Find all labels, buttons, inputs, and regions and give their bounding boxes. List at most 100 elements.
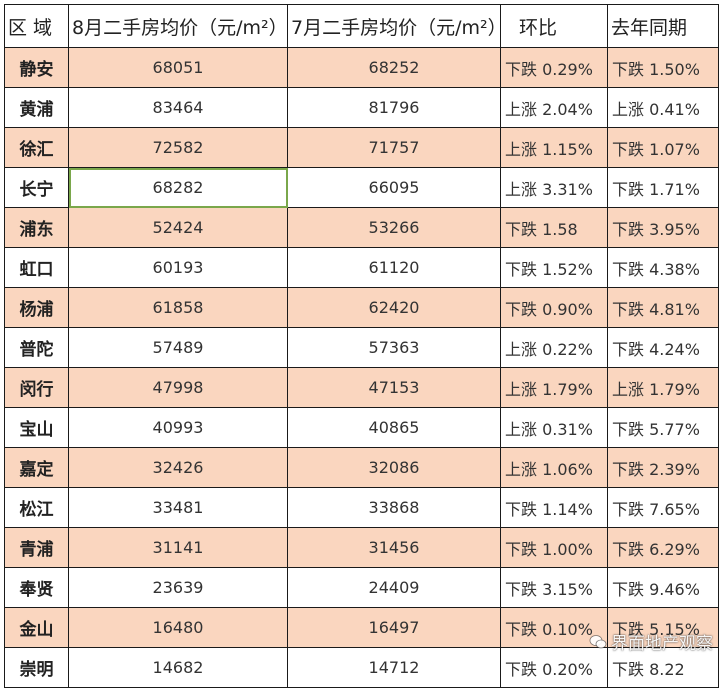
year-on-year-cell[interactable]: 下跌 4.38% (607, 247, 719, 288)
table-row: 闵行 47998 47153 上涨 1.79% 上涨 1.79% (4, 367, 719, 408)
header-month-on-month[interactable]: 环比 (500, 4, 608, 48)
year-on-year-cell[interactable]: 下跌 5.15% (607, 607, 719, 648)
header-august-price[interactable]: 8月二手房均价（元/m²） (68, 4, 288, 48)
month-on-month-cell[interactable]: 下跌 1.00% (500, 527, 608, 568)
year-on-year-cell[interactable]: 下跌 4.81% (607, 287, 719, 328)
month-on-month-cell[interactable]: 上涨 0.31% (500, 407, 608, 448)
july-price-cell[interactable]: 31456 (287, 527, 501, 568)
header-district[interactable]: 区 域 (4, 4, 69, 48)
month-on-month-cell[interactable]: 上涨 1.79% (500, 367, 608, 408)
month-on-month-cell[interactable]: 上涨 2.04% (500, 87, 608, 128)
month-on-month-cell[interactable]: 下跌 0.29% (500, 47, 608, 88)
july-price-cell[interactable]: 14712 (287, 647, 501, 688)
table-row: 青浦 31141 31456 下跌 1.00% 下跌 6.29% (4, 527, 719, 568)
district-cell[interactable]: 普陀 (4, 327, 69, 368)
header-july-price[interactable]: 7月二手房均价（元/m²） (287, 4, 501, 48)
table-row: 长宁 68282 66095 上涨 3.31% 下跌 1.71% (4, 167, 719, 208)
year-on-year-cell[interactable]: 上涨 1.79% (607, 367, 719, 408)
august-price-cell[interactable]: 16480 (68, 607, 288, 648)
august-price-cell[interactable]: 57489 (68, 327, 288, 368)
july-price-cell[interactable]: 66095 (287, 167, 501, 208)
year-on-year-cell[interactable]: 上涨 0.41% (607, 87, 719, 128)
august-price-cell[interactable]: 83464 (68, 87, 288, 128)
wechat-icon (589, 634, 607, 648)
district-cell[interactable]: 杨浦 (4, 287, 69, 328)
august-price-cell[interactable]: 47998 (68, 367, 288, 408)
july-price-cell[interactable]: 24409 (287, 567, 501, 608)
year-on-year-cell[interactable]: 下跌 1.71% (607, 167, 719, 208)
august-price-cell[interactable]: 33481 (68, 487, 288, 528)
month-on-month-cell[interactable]: 下跌 0.10% (500, 607, 608, 648)
year-on-year-cell[interactable]: 下跌 6.29% (607, 527, 719, 568)
august-price-cell[interactable]: 14682 (68, 647, 288, 688)
month-on-month-cell[interactable]: 下跌 1.14% (500, 487, 608, 528)
table-row: 徐汇 72582 71757 上涨 1.15% 下跌 1.07% (4, 127, 719, 168)
july-price-cell[interactable]: 81796 (287, 87, 501, 128)
table-row: 嘉定 32426 32086 上涨 1.06% 下跌 2.39% (4, 447, 719, 488)
month-on-month-cell[interactable]: 下跌 3.15% (500, 567, 608, 608)
august-price-cell[interactable]: 72582 (68, 127, 288, 168)
year-on-year-cell[interactable]: 下跌 1.50% (607, 47, 719, 88)
district-cell[interactable]: 虹口 (4, 247, 69, 288)
month-on-month-cell[interactable]: 上涨 3.31% (500, 167, 608, 208)
august-price-cell[interactable]: 32426 (68, 447, 288, 488)
district-cell[interactable]: 长宁 (4, 167, 69, 208)
july-price-cell[interactable]: 16497 (287, 607, 501, 648)
table-row: 虹口 60193 61120 下跌 1.52% 下跌 4.38% (4, 247, 719, 288)
table-row: 松江 33481 33868 下跌 1.14% 下跌 7.65% (4, 487, 719, 528)
month-on-month-cell[interactable]: 上涨 0.22% (500, 327, 608, 368)
august-price-cell[interactable]: 61858 (68, 287, 288, 328)
table-row: 普陀 57489 57363 上涨 0.22% 下跌 4.24% (4, 327, 719, 368)
july-price-cell[interactable]: 32086 (287, 447, 501, 488)
july-price-cell[interactable]: 47153 (287, 367, 501, 408)
table-row: 黄浦 83464 81796 上涨 2.04% 上涨 0.41% (4, 87, 719, 128)
table-row: 奉贤 23639 24409 下跌 3.15% 下跌 9.46% (4, 567, 719, 608)
district-cell[interactable]: 闵行 (4, 367, 69, 408)
year-on-year-cell[interactable]: 下跌 1.07% (607, 127, 719, 168)
july-price-cell[interactable]: 71757 (287, 127, 501, 168)
month-on-month-cell[interactable]: 上涨 1.06% (500, 447, 608, 488)
district-cell[interactable]: 嘉定 (4, 447, 69, 488)
august-price-cell[interactable]: 68051 (68, 47, 288, 88)
month-on-month-cell[interactable]: 下跌 0.20% (500, 647, 608, 688)
table-row: 金山 16480 16497 下跌 0.10% 下跌 5.15% (4, 607, 719, 648)
year-on-year-cell[interactable]: 下跌 7.65% (607, 487, 719, 528)
july-price-cell[interactable]: 57363 (287, 327, 501, 368)
table-body: 静安 68051 68252 下跌 0.29% 下跌 1.50% 黄浦 83464 81796… (4, 47, 719, 688)
district-cell[interactable]: 崇明 (4, 647, 69, 688)
july-price-cell[interactable]: 61120 (287, 247, 501, 288)
district-cell[interactable]: 松江 (4, 487, 69, 528)
year-on-year-cell[interactable]: 下跌 8.22 (607, 647, 719, 688)
district-cell[interactable]: 徐汇 (4, 127, 69, 168)
header-year-on-year[interactable]: 去年同期 (607, 4, 719, 48)
august-price-cell[interactable]: 31141 (68, 527, 288, 568)
district-cell[interactable]: 青浦 (4, 527, 69, 568)
july-price-cell[interactable]: 40865 (287, 407, 501, 448)
august-price-cell[interactable]: 60193 (68, 247, 288, 288)
month-on-month-cell[interactable]: 下跌 0.90% (500, 287, 608, 328)
year-on-year-cell[interactable]: 下跌 4.24% (607, 327, 719, 368)
july-price-cell[interactable]: 62420 (287, 287, 501, 328)
district-cell[interactable]: 金山 (4, 607, 69, 648)
year-on-year-cell[interactable]: 下跌 9.46% (607, 567, 719, 608)
district-cell[interactable]: 浦东 (4, 207, 69, 248)
district-cell[interactable]: 宝山 (4, 407, 69, 448)
august-price-cell[interactable]: 23639 (68, 567, 288, 608)
year-on-year-cell[interactable]: 下跌 5.77% (607, 407, 719, 448)
month-on-month-cell[interactable]: 下跌 1.58 (500, 207, 608, 248)
district-cell[interactable]: 奉贤 (4, 567, 69, 608)
table-row: 静安 68051 68252 下跌 0.29% 下跌 1.50% (4, 47, 719, 88)
august-price-cell[interactable]: 40993 (68, 407, 288, 448)
month-on-month-cell[interactable]: 下跌 1.52% (500, 247, 608, 288)
july-price-cell[interactable]: 33868 (287, 487, 501, 528)
year-on-year-cell[interactable]: 下跌 3.95% (607, 207, 719, 248)
district-cell[interactable]: 静安 (4, 47, 69, 88)
august-price-cell[interactable]: 52424 (68, 207, 288, 248)
july-price-cell[interactable]: 53266 (287, 207, 501, 248)
year-on-year-cell[interactable]: 下跌 2.39% (607, 447, 719, 488)
month-on-month-cell[interactable]: 上涨 1.15% (500, 127, 608, 168)
july-price-cell[interactable]: 68252 (287, 47, 501, 88)
august-price-cell[interactable]: 68282 (68, 167, 288, 208)
district-cell[interactable]: 黄浦 (4, 87, 69, 128)
